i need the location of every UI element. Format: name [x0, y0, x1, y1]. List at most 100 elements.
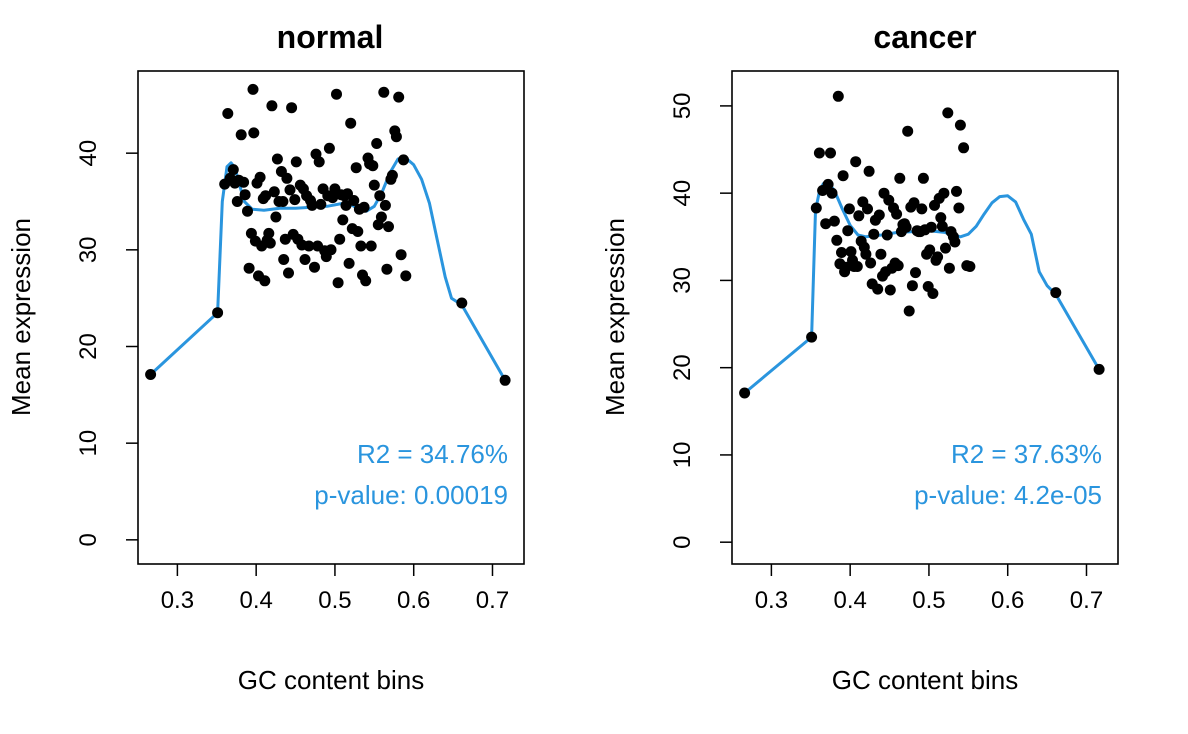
data-point — [398, 154, 409, 166]
data-point — [826, 187, 838, 199]
data-point — [281, 172, 293, 184]
data-point — [345, 117, 357, 129]
data-point — [289, 194, 301, 206]
data-point — [299, 254, 311, 265]
data-point — [367, 160, 379, 172]
x-tick-label: 0.3 — [755, 587, 788, 614]
data-point — [368, 179, 380, 191]
data-point — [212, 307, 224, 319]
data-point — [238, 176, 250, 188]
data-point — [350, 162, 362, 174]
data-point — [343, 257, 355, 269]
data-point — [334, 233, 346, 245]
data-point — [860, 248, 872, 260]
x-tick-label: 0.6 — [397, 587, 430, 614]
data-point — [337, 214, 349, 226]
x-tick-label: 0.3 — [161, 587, 194, 614]
x-tick-label: 0.6 — [991, 587, 1024, 614]
data-point — [891, 208, 903, 220]
data-point — [279, 233, 291, 245]
data-point — [375, 211, 387, 223]
data-point — [306, 199, 318, 211]
x-axis: 0.3 0.4 0.5 0.6 0.7 — [161, 564, 509, 614]
data-point — [940, 242, 951, 254]
data-point — [881, 229, 893, 241]
data-point — [332, 277, 344, 289]
data-point — [951, 185, 962, 197]
data-point — [836, 247, 847, 258]
data-point — [352, 226, 364, 237]
data-point — [325, 244, 337, 256]
y-tick-label: 30 — [75, 236, 102, 263]
data-point — [393, 91, 405, 103]
chart-title: normal — [277, 19, 384, 55]
y-tick-label: 30 — [669, 267, 696, 294]
y-tick-label: 40 — [75, 140, 102, 167]
data-point — [810, 202, 822, 214]
data-point — [456, 297, 468, 309]
y-tick-label: 0 — [669, 536, 696, 549]
data-point — [323, 142, 335, 154]
panel-normal: normal 0.3 0.4 0.5 0.6 0.7 0 10 20 30 40 GC cont… — [6, 19, 525, 695]
data-point — [932, 251, 944, 263]
p-value-annotation: p-value: 0.00019 — [314, 480, 508, 510]
data-point — [843, 203, 855, 215]
data-point — [910, 267, 921, 279]
data-point — [902, 125, 914, 137]
data-point — [390, 131, 402, 143]
data-point — [875, 248, 887, 260]
data-point — [259, 275, 271, 287]
data-point — [1050, 287, 1062, 299]
data-point — [883, 194, 895, 206]
data-point — [873, 209, 885, 221]
data-point — [365, 240, 377, 252]
plot-frame — [731, 70, 1119, 565]
data-point — [813, 147, 825, 159]
data-point — [222, 108, 234, 119]
data-point — [739, 387, 751, 399]
data-point — [842, 225, 854, 237]
y-tick-label: 10 — [669, 442, 696, 469]
data-point — [903, 305, 915, 317]
data-point — [900, 221, 912, 233]
data-point — [872, 283, 884, 295]
data-point — [243, 262, 255, 274]
data-point — [309, 261, 320, 273]
data-point — [374, 190, 386, 202]
x-tick-label: 0.5 — [318, 587, 351, 614]
data-point — [278, 254, 290, 265]
y-tick-label: 40 — [669, 180, 696, 207]
x-tick-label: 0.4 — [239, 587, 272, 614]
y-axis-label: Mean expression — [600, 218, 630, 416]
data-point — [936, 220, 948, 232]
data-point — [263, 227, 275, 239]
data-point — [938, 187, 950, 199]
data-point — [348, 195, 360, 206]
data-point — [949, 236, 961, 248]
data-point — [268, 186, 280, 198]
data-point — [313, 156, 325, 168]
data-point — [831, 234, 843, 246]
data-point — [290, 156, 302, 168]
data-point — [894, 172, 906, 184]
data-point — [964, 261, 976, 272]
data-point — [851, 261, 863, 272]
data-point — [266, 100, 278, 112]
data-point — [917, 172, 929, 184]
data-point — [270, 211, 282, 223]
data-point — [239, 189, 251, 201]
data-point — [327, 192, 339, 204]
x-tick-label: 0.7 — [1070, 587, 1103, 614]
data-point — [942, 107, 954, 119]
data-point — [499, 374, 511, 386]
data-point — [862, 203, 873, 215]
data-point — [378, 86, 390, 98]
data-point — [242, 205, 253, 217]
data-point — [283, 267, 294, 279]
data-point — [832, 90, 844, 102]
data-point — [865, 257, 877, 269]
data-point — [260, 190, 272, 202]
plot-frame — [137, 70, 525, 565]
panel-cancer: cancer 0.3 0.4 0.5 0.6 0.7 0 10 20 30 40 50 GC co… — [600, 19, 1119, 695]
data-point — [825, 147, 836, 159]
